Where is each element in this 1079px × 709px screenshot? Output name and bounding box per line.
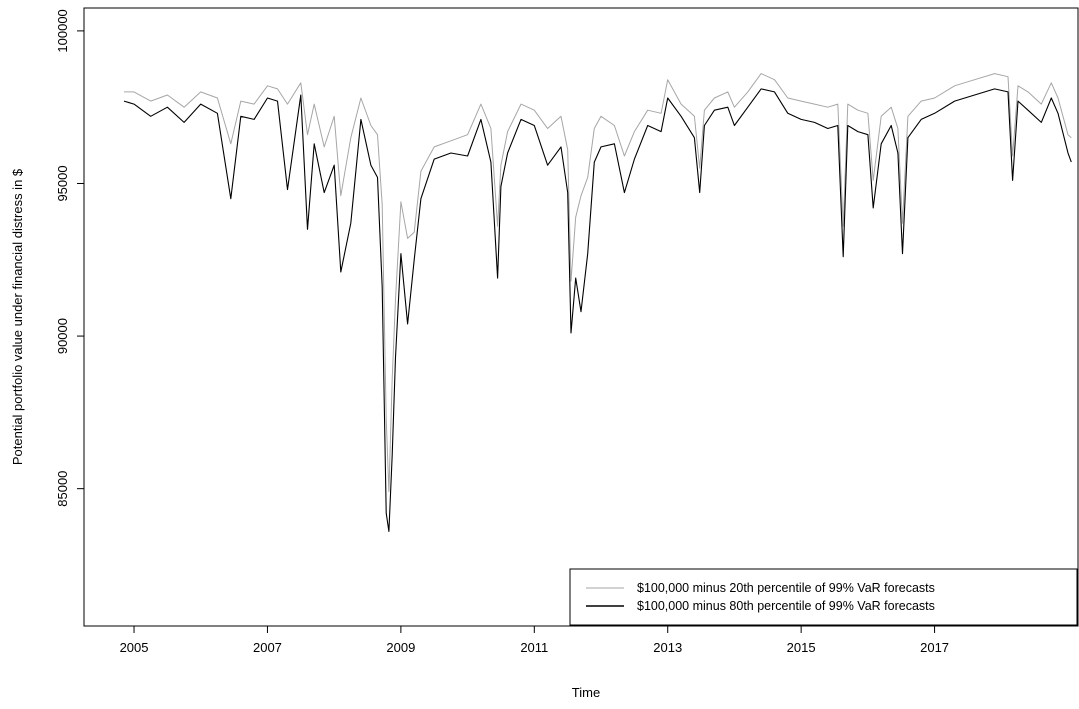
y-axis-label: Potential portfolio value under financia… (10, 168, 25, 465)
y-tick-label-90000: 90000 (55, 318, 70, 354)
y-tick-label-100000: 100000 (55, 9, 70, 52)
series-layer (123, 73, 1072, 532)
series-line-80th-percentile (123, 88, 1072, 532)
plot-frame (83, 7, 1079, 627)
x-tick-label-2007: 2007 (253, 640, 282, 655)
x-tick-label-2015: 2015 (787, 640, 816, 655)
x-tick-label-2017: 2017 (920, 640, 949, 655)
legend-box (569, 568, 1078, 626)
legend: $100,000 minus 20th percentile of 99% Va… (569, 568, 1078, 626)
y-tick-label-85000: 85000 (55, 471, 70, 507)
x-tick-label-2011: 2011 (520, 640, 548, 655)
legend-label-20th: $100,000 minus 20th percentile of 99% Va… (637, 581, 935, 595)
x-tick-label-2009: 2009 (386, 640, 415, 655)
series-line-20th-percentile (124, 73, 1072, 493)
x-tick-label-2013: 2013 (653, 640, 682, 655)
x-axis: 2005 2007 2009 2011 2013 2015 2017 (120, 625, 949, 655)
y-tick-label-95000: 95000 (55, 165, 70, 201)
x-axis-label: Time (572, 685, 600, 700)
legend-label-80th: $100,000 minus 80th percentile of 99% Va… (637, 599, 935, 613)
x-tick-label-2005: 2005 (120, 640, 149, 655)
y-axis: 85000 90000 95000 100000 (55, 9, 85, 507)
